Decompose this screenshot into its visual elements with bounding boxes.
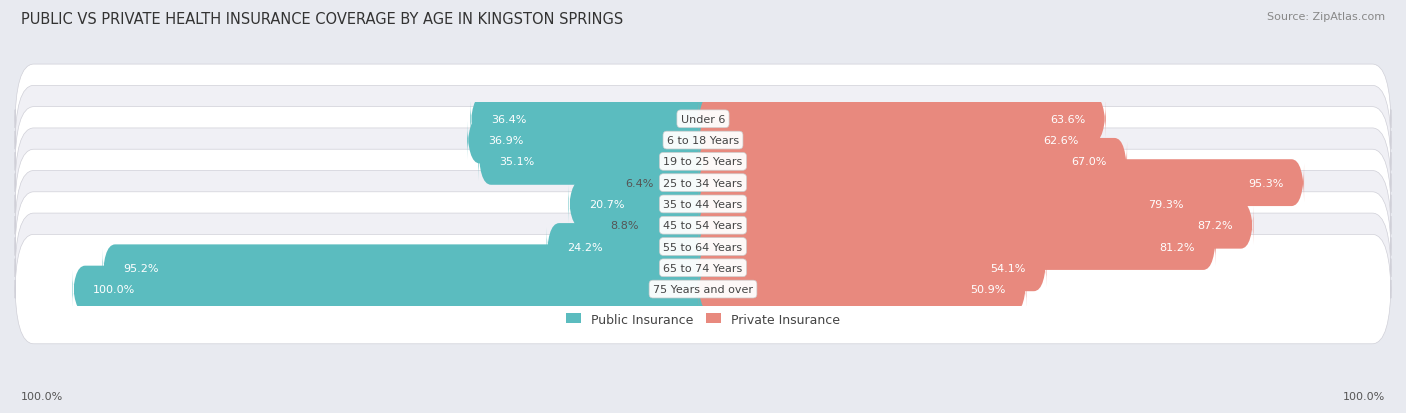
FancyBboxPatch shape <box>15 214 1391 323</box>
Text: 35.1%: 35.1% <box>499 157 534 167</box>
Text: 54.1%: 54.1% <box>990 263 1026 273</box>
FancyBboxPatch shape <box>15 235 1391 344</box>
FancyBboxPatch shape <box>697 266 1026 313</box>
FancyBboxPatch shape <box>697 139 1128 185</box>
Text: 8.8%: 8.8% <box>610 221 638 230</box>
Text: 25 to 34 Years: 25 to 34 Years <box>664 178 742 188</box>
Text: 19 to 25 Years: 19 to 25 Years <box>664 157 742 167</box>
FancyBboxPatch shape <box>73 266 709 313</box>
Text: 36.4%: 36.4% <box>491 114 526 124</box>
Text: 75 Years and over: 75 Years and over <box>652 285 754 294</box>
FancyBboxPatch shape <box>697 181 1204 228</box>
FancyBboxPatch shape <box>15 171 1391 280</box>
Text: 87.2%: 87.2% <box>1197 221 1233 230</box>
FancyBboxPatch shape <box>697 202 1253 249</box>
Text: 6 to 18 Years: 6 to 18 Years <box>666 136 740 146</box>
Text: 6.4%: 6.4% <box>626 178 654 188</box>
Text: 36.9%: 36.9% <box>488 136 523 146</box>
Text: 63.6%: 63.6% <box>1050 114 1085 124</box>
FancyBboxPatch shape <box>658 160 709 206</box>
Text: 55 to 64 Years: 55 to 64 Years <box>664 242 742 252</box>
FancyBboxPatch shape <box>15 86 1391 195</box>
Text: 95.3%: 95.3% <box>1249 178 1284 188</box>
Text: 100.0%: 100.0% <box>93 285 135 294</box>
Text: PUBLIC VS PRIVATE HEALTH INSURANCE COVERAGE BY AGE IN KINGSTON SPRINGS: PUBLIC VS PRIVATE HEALTH INSURANCE COVER… <box>21 12 623 27</box>
FancyBboxPatch shape <box>15 65 1391 174</box>
FancyBboxPatch shape <box>471 96 709 143</box>
Legend: Public Insurance, Private Insurance: Public Insurance, Private Insurance <box>561 308 845 331</box>
Text: 81.2%: 81.2% <box>1160 242 1195 252</box>
FancyBboxPatch shape <box>697 245 1046 292</box>
Text: Source: ZipAtlas.com: Source: ZipAtlas.com <box>1267 12 1385 22</box>
Text: Under 6: Under 6 <box>681 114 725 124</box>
Text: 79.3%: 79.3% <box>1147 199 1184 209</box>
Text: 100.0%: 100.0% <box>21 391 63 401</box>
Text: 95.2%: 95.2% <box>124 263 159 273</box>
FancyBboxPatch shape <box>547 223 709 270</box>
FancyBboxPatch shape <box>643 202 709 249</box>
FancyBboxPatch shape <box>15 128 1391 238</box>
Text: 67.0%: 67.0% <box>1071 157 1107 167</box>
FancyBboxPatch shape <box>697 117 1099 164</box>
FancyBboxPatch shape <box>697 160 1303 206</box>
Text: 45 to 54 Years: 45 to 54 Years <box>664 221 742 230</box>
FancyBboxPatch shape <box>15 150 1391 259</box>
FancyBboxPatch shape <box>697 223 1216 270</box>
FancyBboxPatch shape <box>467 117 709 164</box>
Text: 35 to 44 Years: 35 to 44 Years <box>664 199 742 209</box>
FancyBboxPatch shape <box>697 96 1105 143</box>
Text: 50.9%: 50.9% <box>970 285 1005 294</box>
Text: 65 to 74 Years: 65 to 74 Years <box>664 263 742 273</box>
Text: 100.0%: 100.0% <box>1343 391 1385 401</box>
Text: 62.6%: 62.6% <box>1043 136 1078 146</box>
FancyBboxPatch shape <box>568 181 709 228</box>
Text: 20.7%: 20.7% <box>589 199 624 209</box>
FancyBboxPatch shape <box>15 192 1391 301</box>
FancyBboxPatch shape <box>103 245 709 292</box>
Text: 24.2%: 24.2% <box>567 242 603 252</box>
FancyBboxPatch shape <box>15 107 1391 216</box>
FancyBboxPatch shape <box>478 139 709 185</box>
